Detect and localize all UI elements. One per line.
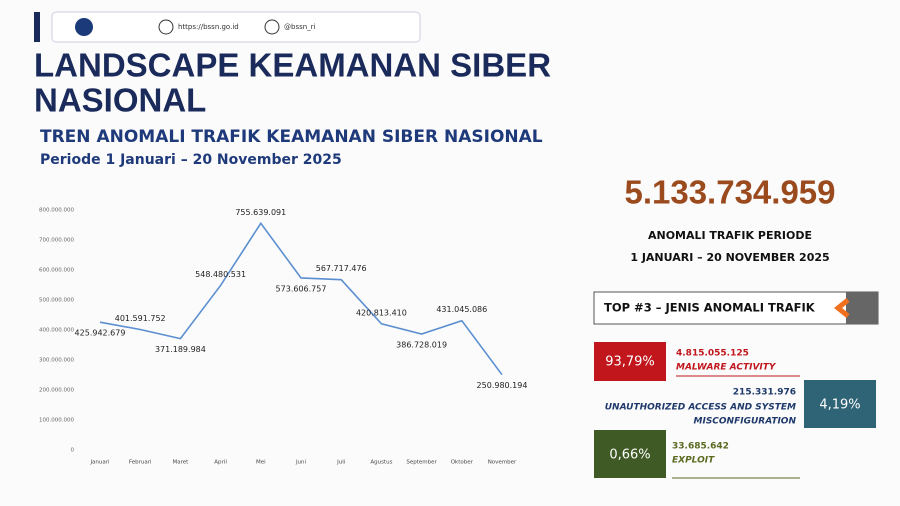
x-tick-label: Oktober [451,460,474,466]
x-tick-label: Februari [129,460,152,466]
percent-box [594,342,666,381]
value-label: 755.639.091 [235,208,286,217]
total: 5.133.734.959 [624,174,835,211]
y-tick-label: 800.000.000 [39,208,74,214]
value-label: 401.591.752 [115,314,166,323]
count: 33.685.642 [672,442,729,452]
top-box [593,291,879,325]
y-tick-label: 600.000.000 [39,268,74,274]
title: LANDSCAPE KEAMANAN SIBER [34,47,551,84]
header-box [51,11,421,43]
x-tick-label: Juni [295,460,307,466]
line [99,221,503,376]
percent: 93,79% [605,355,655,370]
header-link: @bssn_ri [284,23,316,31]
x-tick-label: November [488,460,517,466]
value-label: 548.480.531 [195,270,246,279]
y-tick-label: 100.000.000 [39,418,74,424]
top-box-accent [846,292,878,324]
header-accent [34,12,40,42]
y-tick-label: 200.000.000 [39,388,74,394]
value-label: 420.813.410 [356,308,407,317]
x-tick-label: September [406,460,437,466]
caption: 1 JANUARI – 20 NOVEMBER 2025 [630,251,829,264]
x-tick-label: Agustus [370,460,392,466]
percent-box [804,380,876,428]
logo [75,18,93,36]
y-tick-label: 0 [71,448,75,454]
percent: 0,66% [609,448,650,463]
percent: 4,19% [819,398,860,413]
value-label: 425.942.679 [75,329,126,338]
period: Periode 1 Januari – 20 November 2025 [40,152,342,168]
x-tick-label: Juli [336,460,346,466]
value-label: 567.717.476 [316,264,367,273]
value-label: 386.728.019 [396,340,447,349]
caption: ANOMALI TRAFIK PERIODE [648,229,812,242]
x-tick-label: April [214,460,227,466]
y-tick-label: 400.000.000 [39,328,74,334]
item-name: UNAUTHORIZED ACCESS AND SYSTEM [605,403,796,413]
top-title: TOP #3 – JENIS ANOMALI TRAFIK [604,301,816,315]
ig-icon [264,19,280,35]
value-label: 250.980.194 [477,381,528,390]
chevron [833,298,850,318]
y-tick-label: 500.000.000 [39,298,74,304]
y-tick-label: 700.000.000 [39,238,74,244]
item-name: MISCONFIGURATION [694,417,797,427]
value-label: 431.045.086 [436,305,487,314]
web-icon [158,19,174,35]
subtitle: TREN ANOMALI TRAFIK KEAMANAN SIBER NASIO… [40,127,543,147]
count: 4.815.055.125 [676,349,749,359]
value-label: 371.189.984 [155,345,206,354]
value-label: 573.606.757 [276,284,327,293]
header-link: https://bssn.go.id [178,23,239,31]
item-name: EXPLOIT [672,456,715,466]
count: 215.331.976 [733,388,796,398]
x-tick-label: Maret [173,460,190,466]
x-tick-label: Januari [89,460,110,466]
x-tick-label: Mei [256,460,266,466]
title: NASIONAL [34,82,206,119]
y-tick-label: 300.000.000 [39,358,74,364]
item-name: MALWARE ACTIVITY [676,363,777,373]
percent-box [594,430,666,478]
